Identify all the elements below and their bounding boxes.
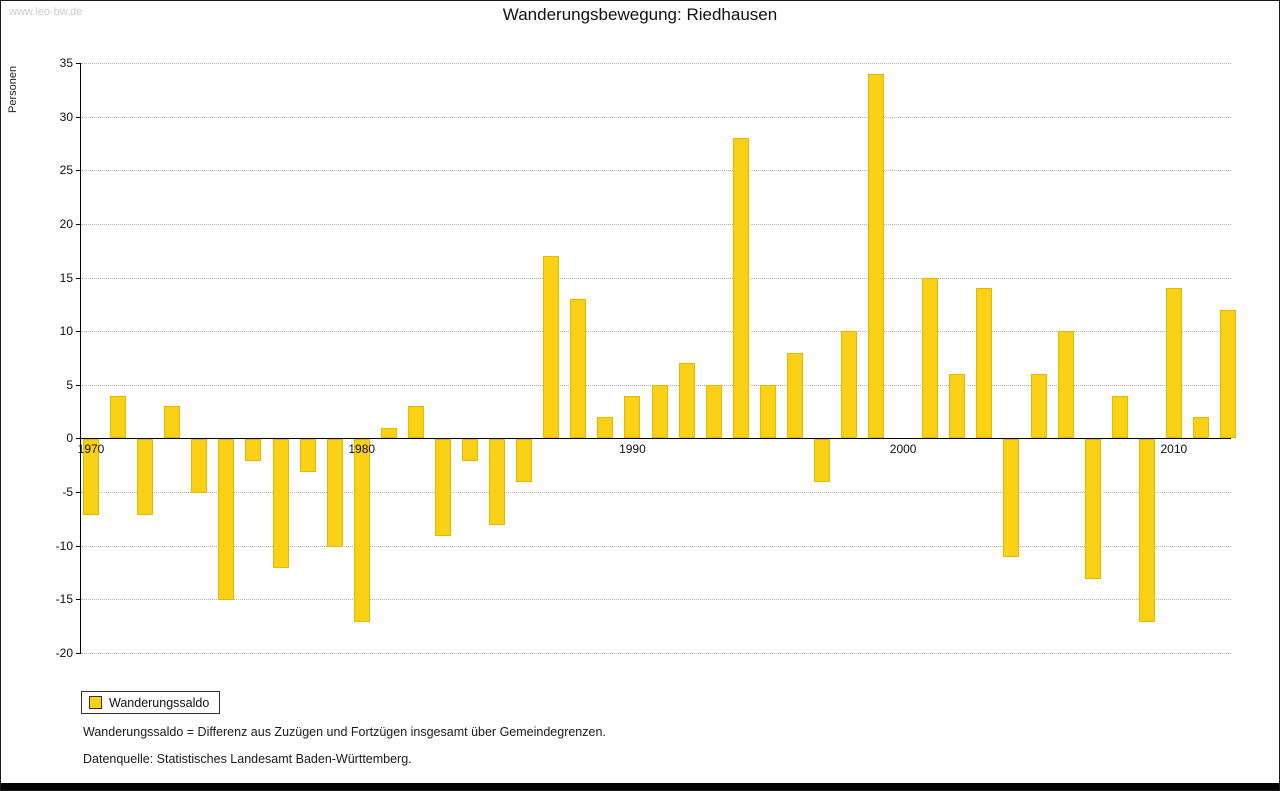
bar-1973 (164, 406, 181, 439)
y-axis-tick (76, 331, 81, 333)
bar-2004 (1003, 439, 1020, 558)
y-tick-label: 10 (59, 324, 73, 339)
x-tick-label: 2010 (1160, 442, 1188, 457)
legend: Wanderungssaldo (81, 691, 221, 714)
y-tick-label: 20 (59, 216, 73, 231)
bar-2008 (1111, 395, 1128, 439)
y-axis-tick (76, 599, 81, 601)
chart-title: Wanderungsbewegung: Riedhausen (502, 5, 778, 24)
bar-2001 (922, 277, 939, 439)
legend-label: Wanderungssaldo (109, 695, 210, 710)
bar-1995 (759, 384, 776, 439)
gridline (81, 116, 1231, 118)
gridline (81, 170, 1231, 172)
y-axis-tick (76, 492, 81, 494)
y-tick-label: -20 (55, 646, 73, 660)
gridline (81, 277, 1231, 279)
y-axis-tick (76, 438, 81, 440)
bottom-border-bar (1, 783, 1279, 790)
y-tick-label: 5 (66, 377, 73, 392)
gridline (81, 545, 1231, 547)
y-axis-tick (76, 384, 81, 386)
bar-2012 (1220, 309, 1236, 439)
bar-1987 (543, 256, 560, 439)
y-axis-tick (76, 116, 81, 118)
bar-1976 (245, 439, 262, 461)
bar-1971 (110, 395, 127, 439)
footnote-definition: Wanderungssaldo = Differenz aus Zuzügen … (83, 725, 606, 739)
bar-1983 (434, 439, 451, 536)
bar-2011 (1192, 417, 1209, 439)
bar-1979 (326, 439, 343, 547)
watermark: www.leo-bw.de (9, 6, 83, 18)
y-axis-tick (76, 277, 81, 279)
bar-1992 (678, 363, 695, 439)
bar-1974 (191, 439, 208, 494)
bar-1988 (570, 299, 587, 439)
bar-2005 (1030, 374, 1047, 439)
bar-1975 (218, 439, 235, 601)
y-axis-tick (76, 170, 81, 172)
y-tick-label: -5 (62, 485, 73, 500)
gridline (81, 331, 1231, 333)
bar-2007 (1084, 439, 1101, 579)
bar-1970 (83, 439, 99, 515)
footnote-source: Datenquelle: Statistisches Landesamt Bad… (83, 752, 412, 766)
y-tick-label: 15 (59, 270, 73, 285)
gridline (81, 492, 1231, 494)
gridline (81, 653, 1231, 654)
bar-1989 (597, 417, 614, 439)
y-axis-label: Personen (7, 65, 19, 113)
bar-1998 (841, 331, 857, 439)
bar-1978 (299, 439, 316, 472)
bar-1982 (407, 406, 424, 439)
gridline (81, 223, 1231, 225)
y-tick-label: 0 (66, 431, 73, 446)
bar-2006 (1057, 331, 1074, 439)
y-tick-label: 30 (59, 109, 73, 124)
bar-1980 (353, 439, 370, 622)
bar-1996 (786, 352, 803, 439)
y-tick-label: -10 (55, 538, 73, 553)
x-tick-label: 2000 (889, 442, 917, 457)
y-axis-tick (76, 63, 81, 64)
bar-1984 (462, 439, 478, 461)
y-axis-line (80, 63, 81, 653)
bar-1981 (380, 427, 397, 439)
bar-2009 (1138, 439, 1155, 622)
bar-1997 (813, 439, 830, 483)
x-axis-zero-line (81, 438, 1231, 440)
bar-2002 (949, 374, 966, 439)
bar-1972 (137, 439, 154, 515)
x-tick-label: 1980 (348, 442, 376, 457)
bar-2010 (1165, 288, 1182, 439)
y-tick-label: 35 (59, 56, 73, 70)
y-tick-label: 25 (59, 163, 73, 178)
bar-1999 (868, 73, 885, 439)
legend-swatch (89, 696, 102, 709)
bar-1993 (705, 384, 722, 439)
gridline (81, 63, 1231, 64)
y-axis-tick (76, 223, 81, 225)
bar-1986 (516, 439, 533, 483)
plot-area: 35 30 25 20 15 10 5 0 -5 -10 -15 -20 1970 1980 1990 200… (56, 57, 1236, 659)
y-axis-tick (76, 653, 81, 654)
y-tick-label: -15 (55, 592, 73, 607)
gridline (81, 599, 1231, 601)
y-axis-tick (76, 545, 81, 547)
bar-1985 (489, 439, 506, 526)
x-tick-label: 1970 (77, 442, 105, 457)
bar-1990 (624, 395, 641, 439)
bar-2003 (976, 288, 993, 439)
bar-1977 (272, 439, 289, 569)
bar-1991 (651, 384, 668, 439)
bar-1994 (732, 138, 749, 439)
x-tick-label: 1990 (619, 442, 646, 457)
